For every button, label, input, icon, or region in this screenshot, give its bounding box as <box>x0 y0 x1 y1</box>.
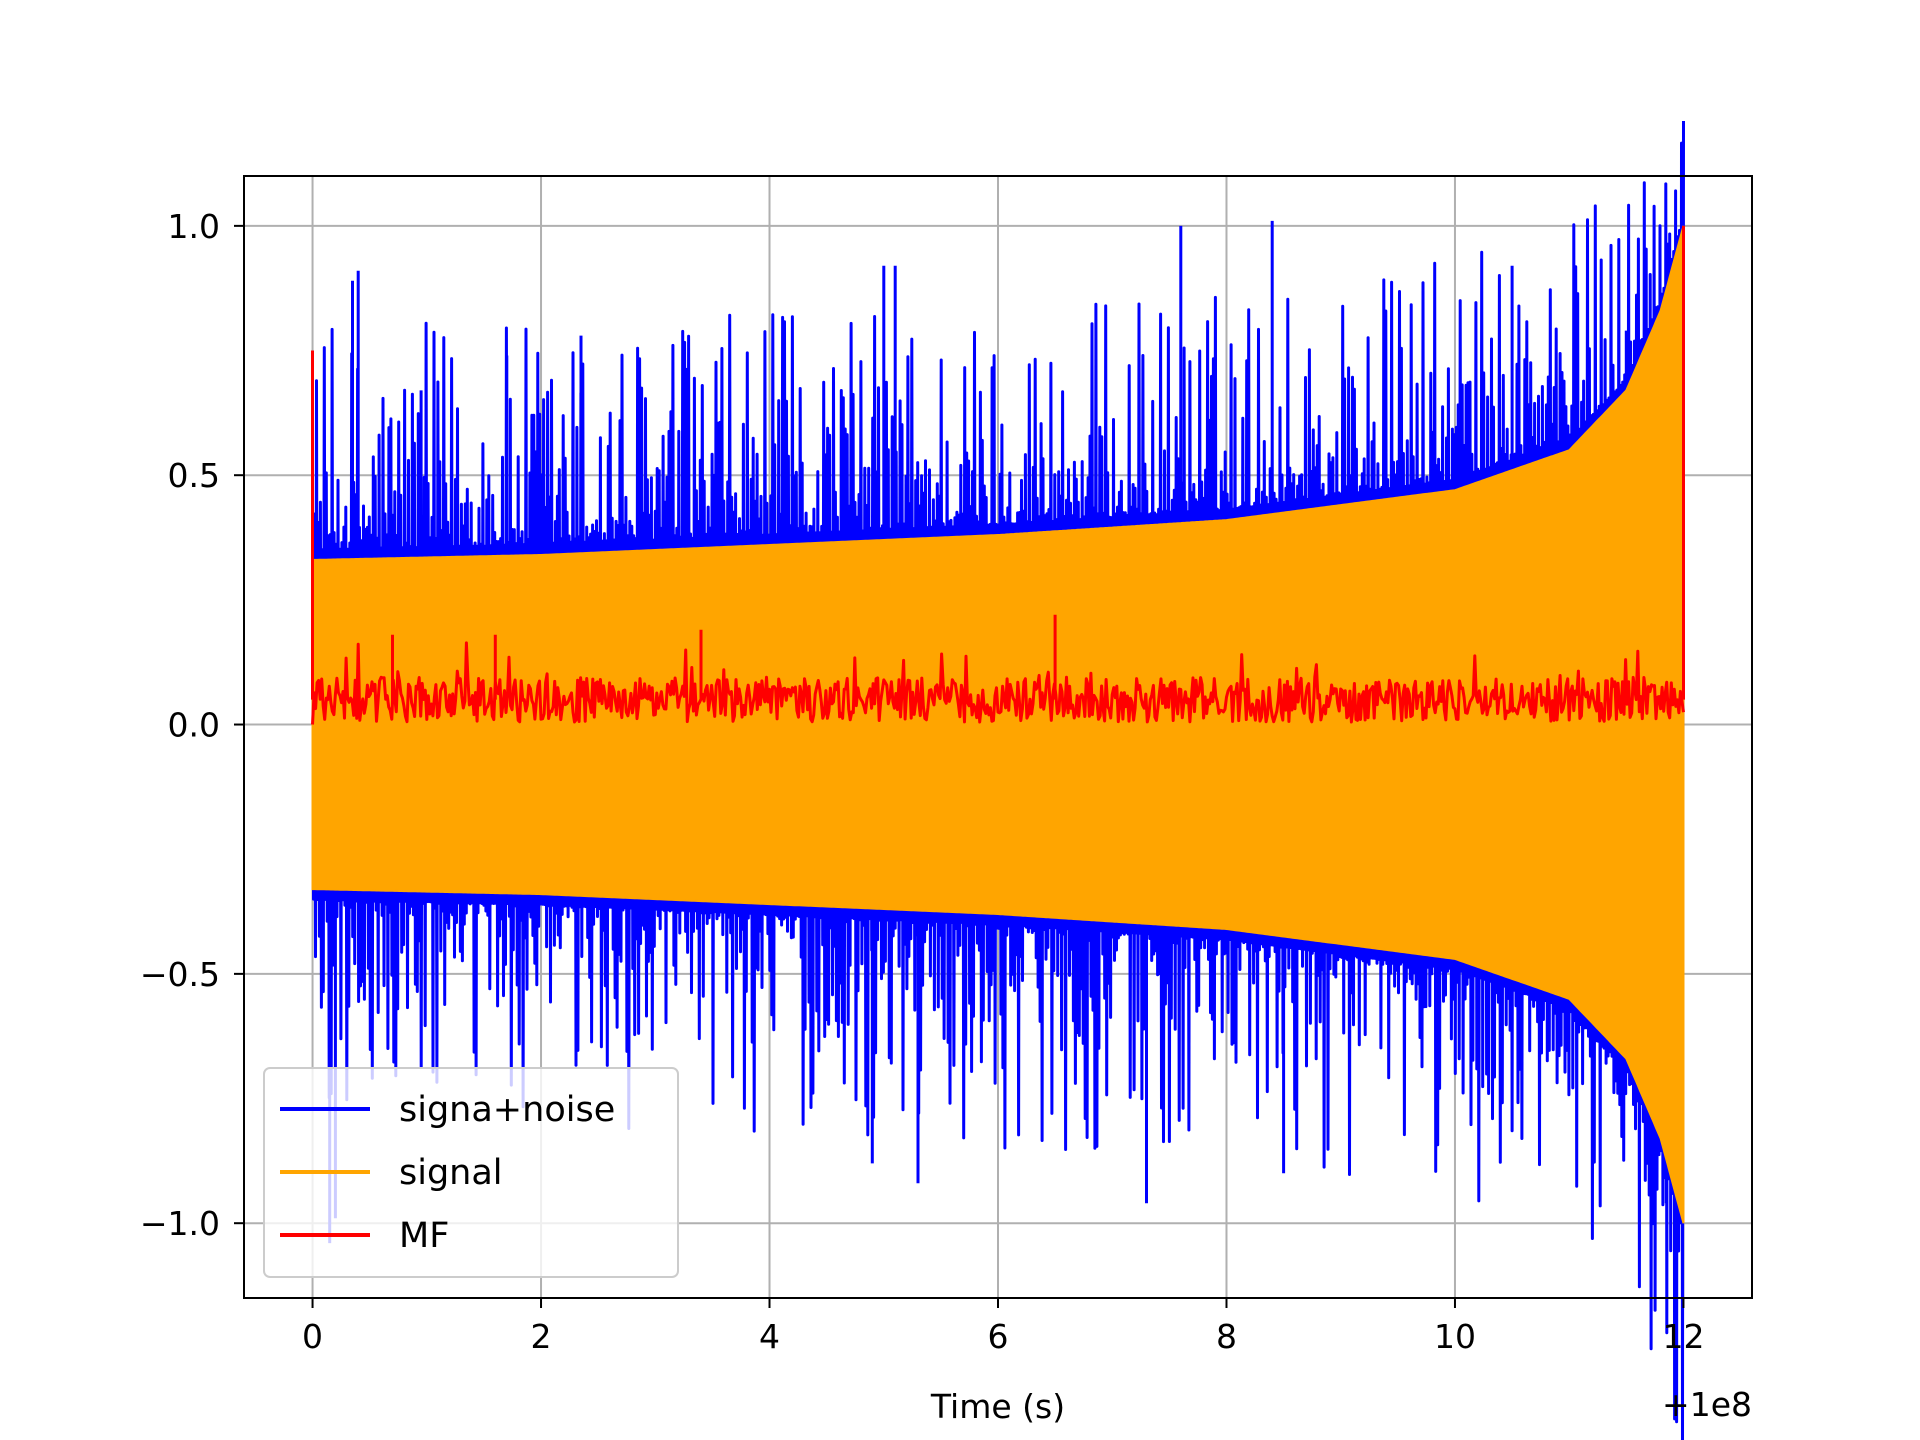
x-tick-label: 4 <box>759 1317 780 1356</box>
x-axis-label: Time (s) <box>930 1387 1065 1426</box>
ticks: 0 2 4 6 8 10 12 1.0 0.5 0.0 −0.5 −1.0 <box>140 207 1705 1356</box>
x-tick-label: 2 <box>531 1317 552 1356</box>
y-tick-label: −0.5 <box>140 955 220 994</box>
legend-label-signal: signal <box>399 1153 503 1193</box>
series-signal-noise-line <box>311 120 1685 1440</box>
y-tick-label: 0.5 <box>168 456 220 495</box>
legend-label-signal-noise: signa+noise <box>399 1090 615 1130</box>
x-offset-label: +1e8 <box>1662 1385 1752 1424</box>
legend-label-mf: MF <box>399 1216 449 1256</box>
y-tick-label: 1.0 <box>168 207 220 246</box>
series-mf-line <box>311 225 1685 725</box>
y-tick-label: 0.0 <box>168 706 220 745</box>
plot-area <box>311 120 1685 1440</box>
x-tick-label: 12 <box>1662 1317 1704 1356</box>
y-tick-label: −1.0 <box>140 1204 220 1243</box>
series-signal-band <box>311 225 1685 1224</box>
legend: signa+noise signal MF <box>263 1067 679 1278</box>
x-tick-label: 10 <box>1434 1317 1476 1356</box>
x-tick-label: 0 <box>302 1317 323 1356</box>
x-tick-label: 8 <box>1216 1317 1237 1356</box>
legend-box <box>263 1067 679 1278</box>
x-tick-label: 6 <box>988 1317 1009 1356</box>
